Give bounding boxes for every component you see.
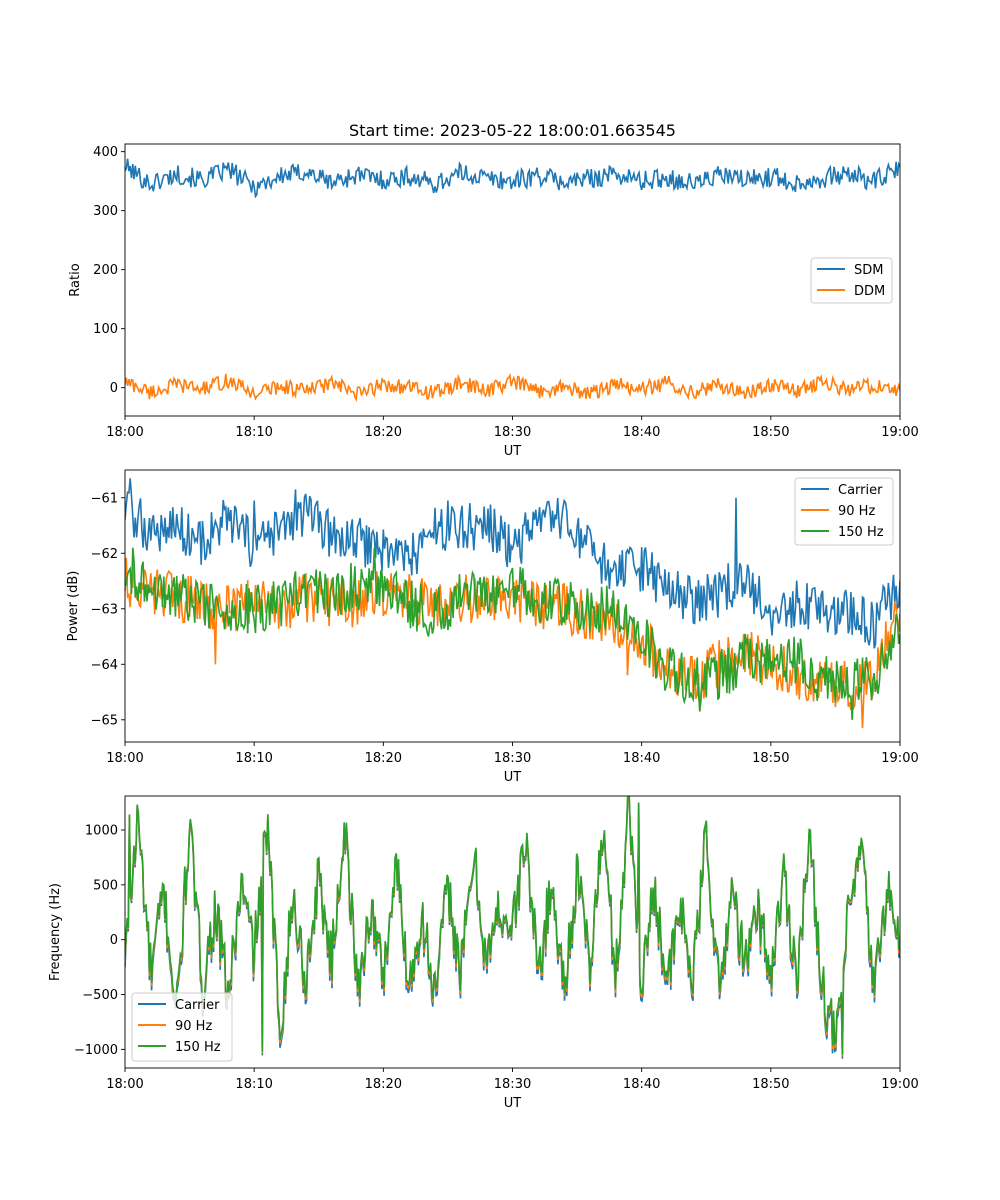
x-axis-label: UT: [504, 1096, 522, 1111]
x-tick-label: 18:00: [106, 425, 143, 440]
legend-entry: 90 Hz: [838, 504, 875, 519]
y-tick-label: −61: [91, 491, 118, 506]
legend: Carrier 90 Hz 150 Hz: [131, 992, 233, 1062]
x-axis-label: UT: [504, 770, 522, 785]
figure-title: Start time: 2023-05-22 18:00:01.663545: [349, 121, 676, 140]
y-tick-label: −500: [82, 988, 118, 1003]
legend-entry: 90 Hz: [175, 1019, 212, 1034]
x-tick-label: 18:00: [106, 1077, 143, 1092]
x-tick-label: 18:20: [365, 1077, 402, 1092]
legend-entry: DDM: [854, 284, 885, 299]
x-tick-label: 18:30: [494, 1077, 531, 1092]
legend-entry: Carrier: [175, 998, 220, 1013]
x-tick-label: 19:00: [881, 1077, 918, 1092]
series-line-150-hz: [125, 547, 900, 720]
y-tick-label: 200: [93, 263, 118, 278]
y-tick-label: 300: [93, 204, 118, 219]
legend-entry: 150 Hz: [838, 525, 884, 540]
x-tick-label: 18:30: [494, 425, 531, 440]
y-tick-label: 100: [93, 322, 118, 337]
legend: Carrier 90 Hz 150 Hz: [794, 477, 894, 546]
x-tick-label: 19:00: [881, 425, 918, 440]
y-tick-label: 400: [93, 145, 118, 160]
y-tick-label: 0: [110, 381, 118, 396]
y-tick-label: −65: [91, 713, 118, 728]
x-tick-label: 18:20: [365, 751, 402, 766]
series-line-ddm: [125, 372, 900, 402]
y-tick-label: −62: [91, 547, 118, 562]
x-tick-label: 19:00: [881, 751, 918, 766]
x-tick-label: 18:50: [752, 751, 789, 766]
y-tick-label: 500: [93, 878, 118, 893]
x-tick-label: 18:20: [365, 425, 402, 440]
x-tick-label: 18:00: [106, 751, 143, 766]
x-tick-label: 18:50: [752, 1077, 789, 1092]
x-tick-label: 18:40: [623, 751, 660, 766]
x-tick-label: 18:30: [494, 751, 531, 766]
x-tick-label: 18:40: [623, 1077, 660, 1092]
legend: SDM DDM: [810, 257, 893, 304]
series-line-sdm: [125, 158, 900, 199]
y-tick-label: −1000: [74, 1043, 118, 1058]
chart-3: 18:00 18:10 18:20 18:30 18:40 18:50 19:00 −1000…: [48, 795, 919, 1111]
chart-1: 18:00 18:10 18:20 18:30 18:40 18:50 19:00 0 100 2…: [68, 143, 919, 459]
charts-layer: 18:00 18:10 18:20 18:30 18:40 18:50 19:00 0 100 2…: [48, 143, 919, 1111]
legend-box: [131, 992, 233, 1062]
chart-2: 18:00 18:10 18:20 18:30 18:40 18:50 19:00 −65 −6…: [66, 469, 919, 785]
legend-entry: SDM: [854, 263, 883, 278]
x-tick-label: 18:40: [623, 425, 660, 440]
legend-entry: 150 Hz: [175, 1040, 221, 1055]
y-axis-label: Power (dB): [66, 571, 81, 642]
y-tick-label: −63: [91, 602, 118, 617]
x-tick-label: 18:10: [235, 425, 272, 440]
y-axis-label: Frequency (Hz): [48, 883, 63, 981]
x-tick-label: 18:10: [235, 1077, 272, 1092]
y-tick-label: 0: [110, 933, 118, 948]
x-tick-label: 18:50: [752, 425, 789, 440]
legend-box: [794, 477, 894, 546]
series-line-150-hz: [125, 796, 900, 1055]
y-axis-label: Ratio: [68, 263, 83, 296]
y-tick-label: −64: [91, 658, 118, 673]
x-tick-label: 18:10: [235, 751, 272, 766]
series-line-carrier: [125, 478, 900, 649]
x-axis-label: UT: [504, 444, 522, 459]
legend-entry: Carrier: [838, 483, 883, 498]
y-tick-label: 1000: [85, 824, 118, 839]
